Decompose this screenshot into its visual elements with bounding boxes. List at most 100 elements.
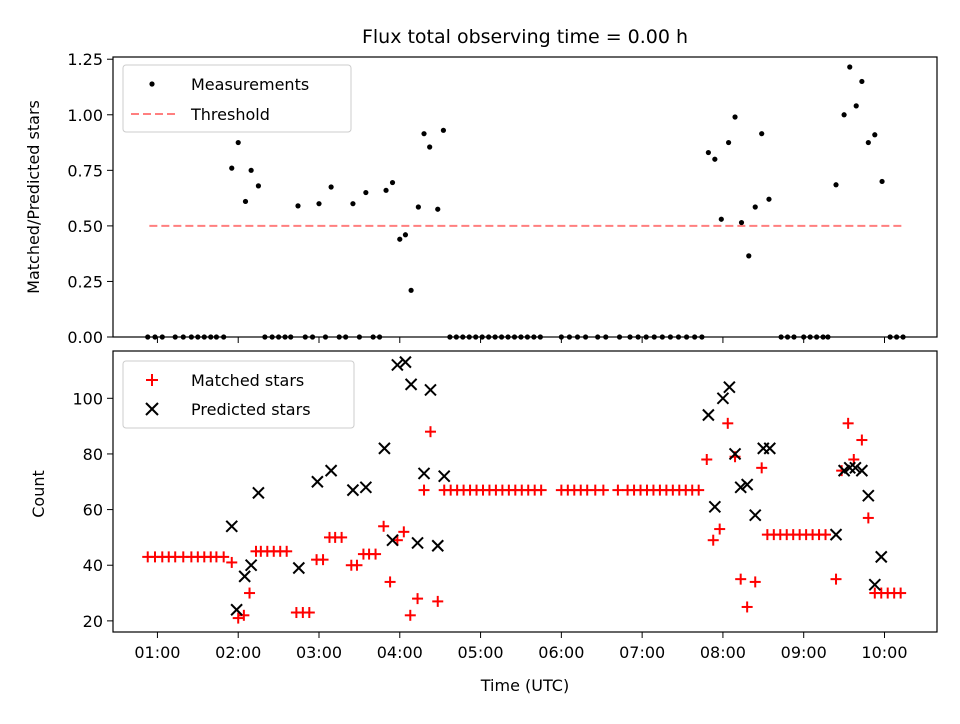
legend-label-threshold: Threshold (190, 105, 270, 124)
x-tick-label: 09:00 (781, 643, 827, 662)
measurement-point (255, 183, 262, 189)
legend-label-measurements: Measurements (191, 75, 309, 94)
matched-star-point (749, 576, 761, 588)
x-tick-label: 08:00 (700, 643, 746, 662)
y-tick-label: 0.00 (67, 328, 103, 347)
predicted-star-point (708, 500, 722, 514)
measurement-point (746, 253, 752, 259)
measurement-point (712, 156, 718, 162)
top-legend-box (122, 64, 352, 133)
x-tick-label: 06:00 (538, 643, 584, 662)
legend-label-matched-stars: Matched stars (191, 371, 304, 390)
y-tick-label: 1.25 (67, 50, 103, 69)
predicted-star-point (424, 383, 437, 397)
x-tick-label: 01:00 (134, 643, 180, 662)
y-tick-label: 0.75 (67, 161, 103, 180)
matched-star-point (707, 534, 719, 546)
y-tick-label: 40 (83, 556, 103, 575)
measurement-point (389, 179, 396, 186)
x-tick-label: 04:00 (377, 643, 423, 662)
predicted-star-point (855, 464, 869, 477)
matched-star-point (830, 573, 842, 585)
measurement-point (841, 112, 847, 118)
bottom-legend: Matched stars Predicted stars (122, 360, 355, 429)
measurement-point (718, 216, 724, 222)
matched-star-point (378, 520, 390, 532)
matched-star-point (597, 484, 609, 496)
matched-star-point (820, 529, 832, 541)
measurement-point (766, 196, 772, 202)
matched-star-point (856, 434, 868, 446)
measurement-point (235, 139, 241, 146)
bottom-plot-frame (112, 350, 938, 633)
x-tick-label: 05:00 (458, 643, 504, 662)
predicted-star-point (404, 378, 418, 391)
y-tick-label: 80 (83, 445, 103, 464)
predicted-star-point (862, 489, 875, 502)
measurement-point (421, 131, 427, 137)
matched-star-point (424, 426, 436, 438)
y-tick-label: 20 (83, 612, 103, 631)
matched-star-point (432, 595, 444, 607)
predicted-star-point (431, 539, 444, 552)
predicted-star-point (244, 559, 258, 572)
measurement-point (248, 167, 254, 173)
measurement-point (383, 187, 389, 193)
bottom-panel: Count Time (UTC) 20 40 60 80 100 01:00 02:00 03… (29, 350, 938, 695)
measurement-point (833, 182, 839, 188)
matched-star-point (303, 607, 315, 619)
predicted-star-point (292, 561, 306, 575)
predicted-star-point (749, 508, 762, 522)
x-tick-label: 02:00 (215, 643, 261, 662)
bottom-y-axis-label: Count (29, 470, 48, 518)
measurement-point (732, 114, 738, 120)
y-tick-label: 60 (83, 501, 103, 520)
predicted-star-point (230, 603, 243, 616)
matched-star-point (714, 523, 726, 535)
measurement-point (328, 184, 334, 190)
top-legend: Measurements Threshold (122, 64, 352, 133)
matched-star-point (351, 559, 363, 571)
matched-star-point (701, 454, 713, 466)
predicted-star-point (378, 442, 391, 455)
predicted-star-point (359, 481, 373, 494)
predicted-star-point (829, 528, 843, 541)
matched-star-point (244, 587, 256, 599)
matched-star-point (238, 609, 250, 621)
measurement-point (847, 64, 853, 70)
predicted-star-point (386, 533, 399, 547)
measurement-point (427, 144, 433, 150)
matched-star-point (317, 554, 329, 566)
predicted-star-point (324, 464, 338, 477)
matched-star-point (756, 462, 768, 474)
matched-star-point (722, 417, 734, 429)
predicted-star-point (723, 380, 736, 394)
predicted-star-point (399, 355, 412, 369)
y-tick-label: 0.50 (67, 217, 103, 236)
predicted-star-point (849, 461, 862, 475)
top-y-axis-label: Matched/Predicted stars (24, 100, 43, 294)
predicted-star-point (728, 447, 742, 461)
matched-star-point (612, 484, 624, 496)
predicted-star-point (311, 475, 324, 488)
top-plot-frame (112, 56, 938, 338)
predicted-star-point (716, 392, 730, 405)
top-panel: Flux total observing time = 0.00 h Match… (24, 26, 938, 347)
measurement-point (738, 219, 745, 226)
measurement-point (402, 232, 409, 238)
measurement-point (415, 204, 421, 210)
predicted-star-point (438, 469, 451, 483)
measurement-point (725, 139, 732, 146)
matched-star-point (735, 573, 747, 585)
measurement-point (859, 78, 865, 85)
y-tick-label: 100 (72, 389, 103, 408)
legend-marker-predicted-stars (145, 402, 159, 416)
predicted-star-point (252, 486, 265, 500)
matched-star-point (336, 531, 348, 543)
x-axis-label: Time (UTC) (480, 676, 569, 695)
predicted-star-point (391, 358, 404, 372)
matched-star-point (404, 609, 416, 621)
predicted-star-point (740, 478, 754, 491)
measurement-point (363, 189, 369, 196)
